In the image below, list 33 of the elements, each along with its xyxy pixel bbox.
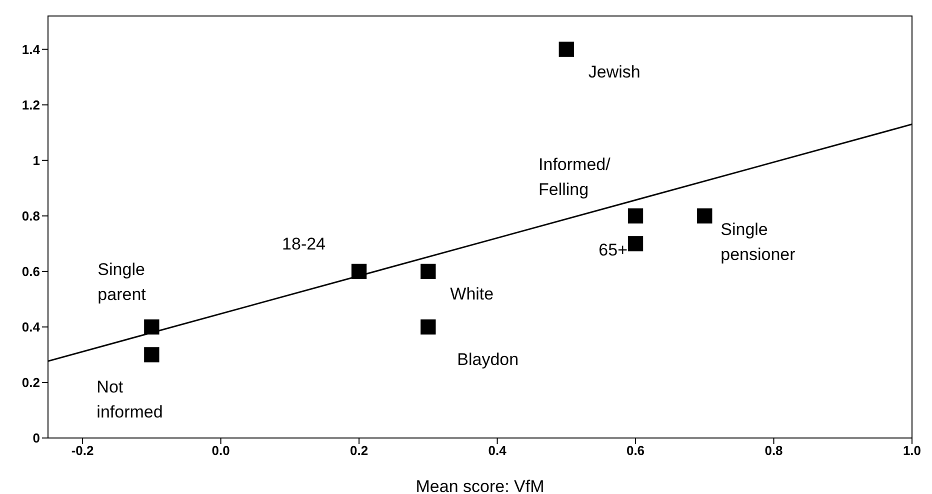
annotation: 18-24 bbox=[282, 234, 326, 254]
y-tick-label: 0.4 bbox=[22, 320, 41, 335]
annotation: Informed/ Felling bbox=[538, 154, 611, 199]
x-tick-label: 0.8 bbox=[764, 443, 783, 458]
annotation: Jewish bbox=[588, 62, 640, 82]
x-tick-label: 0.6 bbox=[626, 443, 645, 458]
y-tick-label: 0.8 bbox=[22, 208, 40, 224]
y-tick-label: 0.6 bbox=[22, 264, 40, 280]
annotation: Single parent bbox=[98, 260, 146, 304]
x-axis-title: Mean score: VfM bbox=[416, 477, 544, 494]
y-tick-label: 1.2 bbox=[22, 97, 40, 112]
annotation: 65+ bbox=[598, 240, 628, 260]
x-tick-label: 0.2 bbox=[350, 443, 368, 458]
annotation: Single pensioner bbox=[720, 220, 796, 264]
annotation: Not informed bbox=[96, 378, 163, 422]
point bbox=[697, 208, 712, 224]
x-tick-label: 1.0 bbox=[902, 443, 922, 458]
y-tick-label: 1.4 bbox=[22, 42, 41, 57]
point bbox=[420, 319, 436, 335]
point bbox=[628, 208, 644, 224]
x-tick-label: -0.2 bbox=[71, 443, 94, 458]
annotation: White bbox=[450, 284, 494, 304]
y-tick-label: 0.2 bbox=[22, 375, 40, 390]
y-tick-label: 1 bbox=[32, 152, 40, 168]
point bbox=[628, 236, 644, 252]
annotation: Blaydon bbox=[457, 350, 519, 369]
x-tick-label: 0.4 bbox=[488, 443, 508, 458]
y-tick-label: 0 bbox=[32, 430, 40, 446]
point bbox=[144, 319, 160, 335]
point bbox=[420, 264, 436, 280]
point bbox=[558, 42, 574, 57]
x-tick-label: 0.0 bbox=[212, 443, 230, 458]
point bbox=[144, 347, 160, 362]
